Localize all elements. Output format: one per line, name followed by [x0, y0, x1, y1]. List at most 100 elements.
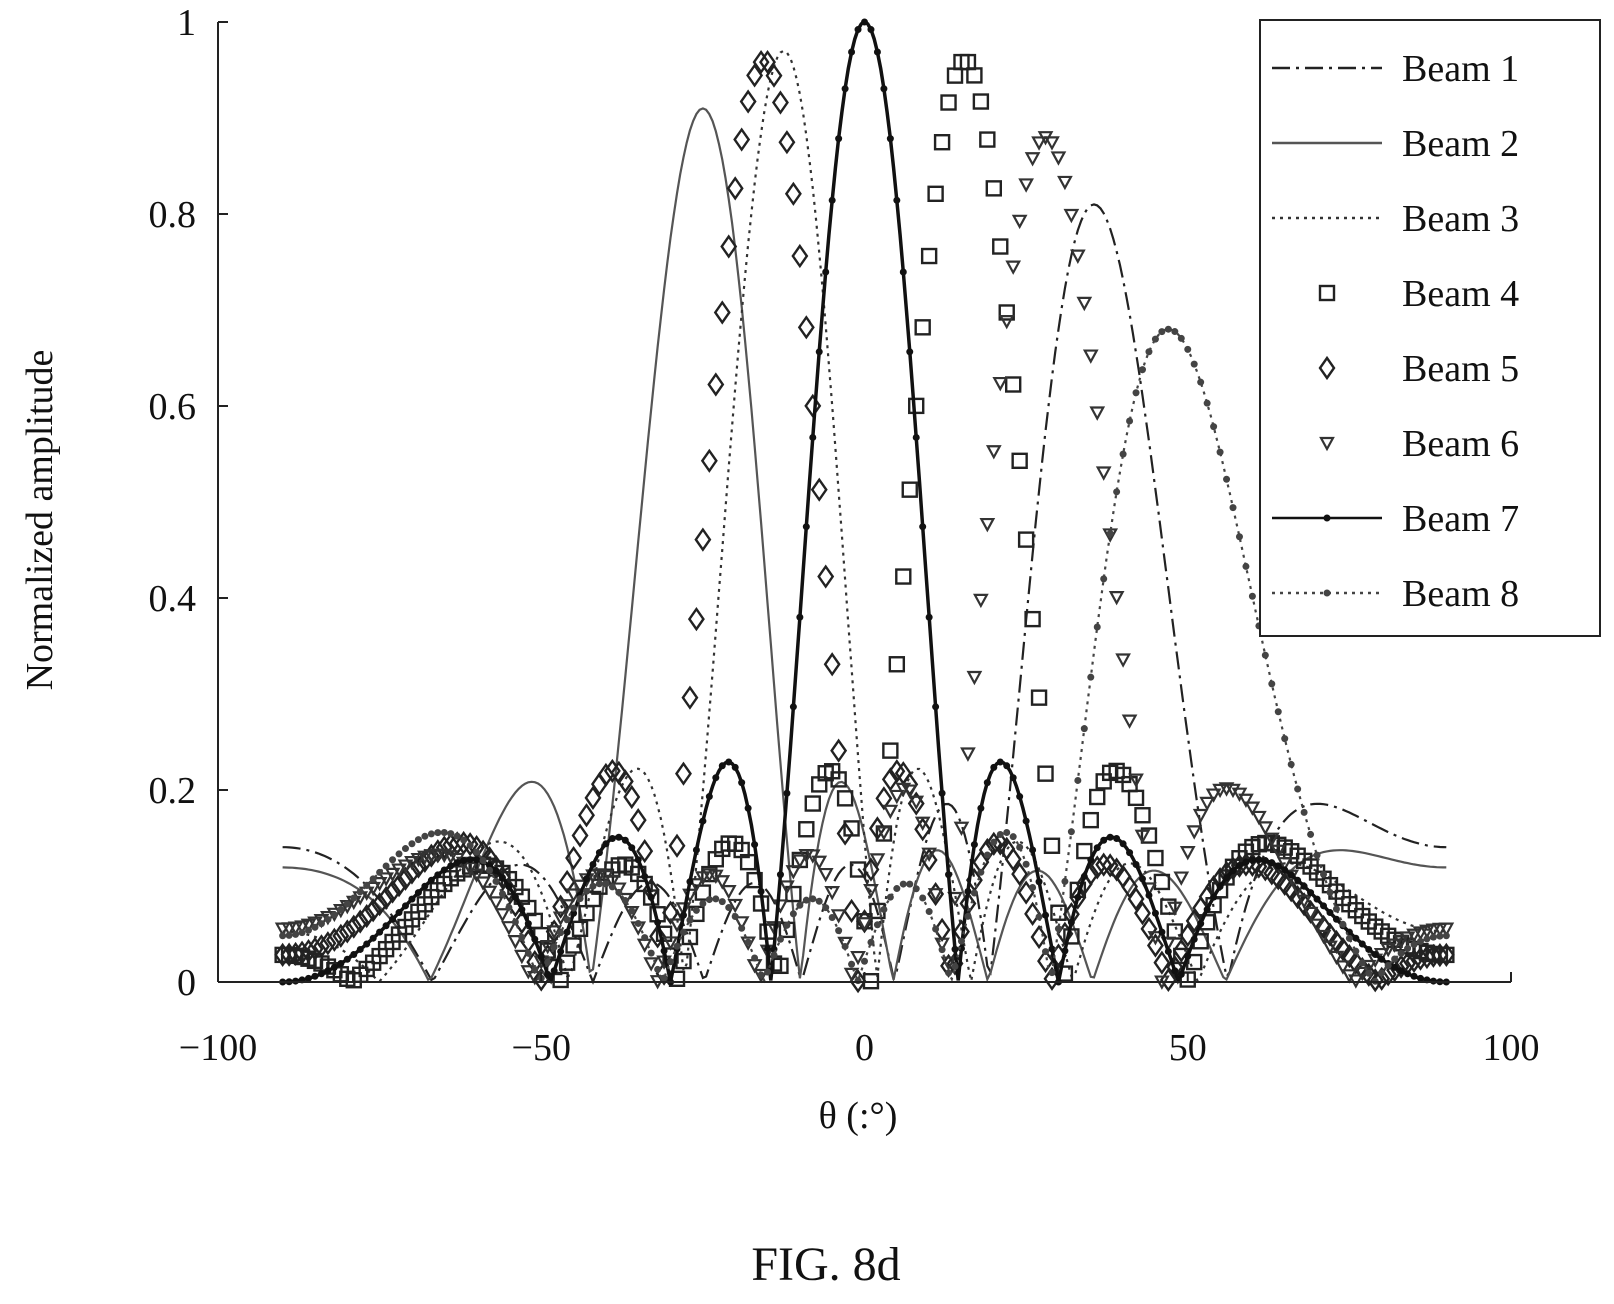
legend-label: Beam 4	[1402, 273, 1519, 315]
data-point	[1347, 974, 1364, 989]
data-point	[841, 85, 849, 93]
data-point	[447, 830, 455, 838]
data-point	[324, 967, 332, 975]
data-point	[1146, 933, 1164, 958]
data-point	[401, 902, 409, 910]
data-point	[1203, 906, 1211, 914]
data-point	[642, 889, 660, 906]
data-point	[733, 127, 751, 152]
data-point	[1179, 846, 1196, 861]
data-point	[1332, 905, 1340, 913]
data-point	[880, 905, 888, 913]
data-point	[1113, 835, 1121, 843]
data-point	[325, 927, 343, 952]
data-point	[796, 613, 804, 621]
data-point	[492, 867, 500, 875]
data-point	[679, 928, 687, 936]
data-point	[1043, 837, 1061, 854]
data-point	[1309, 918, 1325, 933]
data-point	[727, 898, 744, 914]
data-point	[351, 909, 369, 934]
data-point	[1106, 530, 1114, 538]
data-point	[1132, 389, 1140, 397]
data-point	[899, 268, 907, 276]
data-point	[836, 790, 854, 807]
data-point	[888, 656, 906, 673]
data-point	[1158, 928, 1166, 936]
data-point	[507, 935, 524, 950]
data-point	[791, 854, 808, 869]
data-point	[817, 564, 835, 589]
data-point	[1378, 955, 1386, 963]
data-point	[862, 857, 880, 882]
data-point	[1300, 882, 1308, 890]
data-point	[675, 761, 692, 786]
data-point	[537, 952, 545, 960]
data-point	[654, 918, 662, 926]
data-point	[389, 915, 397, 923]
data-point	[628, 907, 636, 915]
data-point	[408, 895, 416, 903]
y-tick-label: 1	[177, 2, 196, 44]
data-point	[475, 876, 491, 891]
data-point	[369, 934, 377, 942]
data-point	[770, 951, 778, 959]
data-point	[447, 862, 455, 870]
data-point	[524, 949, 532, 957]
data-point	[571, 920, 589, 938]
data-point	[1134, 807, 1151, 824]
data-point	[914, 816, 931, 832]
data-point	[481, 885, 498, 901]
data-point	[686, 878, 694, 886]
data-point	[868, 816, 886, 841]
data-point	[1373, 966, 1391, 991]
data-point	[1268, 680, 1276, 688]
data-point	[1067, 918, 1075, 926]
data-point	[1011, 862, 1029, 887]
data-point	[500, 878, 518, 903]
data-point	[550, 943, 558, 951]
data-point	[397, 859, 414, 874]
data-point	[1429, 933, 1437, 941]
data-point	[313, 914, 330, 929]
data-point	[317, 920, 325, 928]
data-point	[957, 944, 965, 952]
data-point	[856, 917, 873, 932]
data-point	[1405, 948, 1423, 973]
data-point	[1313, 851, 1321, 859]
data-point	[1378, 969, 1386, 977]
data-point	[1248, 592, 1256, 600]
x-tick-label: 50	[1169, 1027, 1207, 1069]
data-point	[1035, 878, 1043, 886]
data-point	[1128, 773, 1144, 788]
data-point	[417, 850, 433, 866]
data-point	[377, 885, 395, 911]
data-point	[1035, 913, 1043, 921]
data-point	[1095, 466, 1112, 481]
data-point	[449, 852, 466, 868]
legend-item: Beam 4	[1318, 273, 1519, 315]
data-point	[565, 937, 582, 954]
legend-item: Beam 6	[1319, 423, 1519, 465]
data-point	[410, 852, 427, 868]
data-point	[1145, 891, 1153, 899]
data-point	[881, 767, 899, 792]
data-point	[985, 831, 1003, 856]
data-point	[1418, 944, 1436, 970]
data-point	[629, 808, 647, 833]
data-point	[511, 918, 519, 926]
data-point	[1197, 920, 1205, 928]
data-point	[559, 899, 575, 914]
data-point	[1029, 846, 1037, 854]
data-point	[563, 928, 571, 936]
data-point	[932, 703, 940, 711]
data-point	[550, 967, 558, 975]
data-point	[602, 840, 610, 848]
data-point	[705, 896, 713, 904]
data-point	[951, 945, 959, 953]
y-tick-label: 0.4	[149, 578, 197, 620]
data-point	[1177, 334, 1185, 342]
data-point	[563, 916, 571, 924]
data-point	[539, 943, 557, 969]
data-point	[822, 268, 830, 276]
